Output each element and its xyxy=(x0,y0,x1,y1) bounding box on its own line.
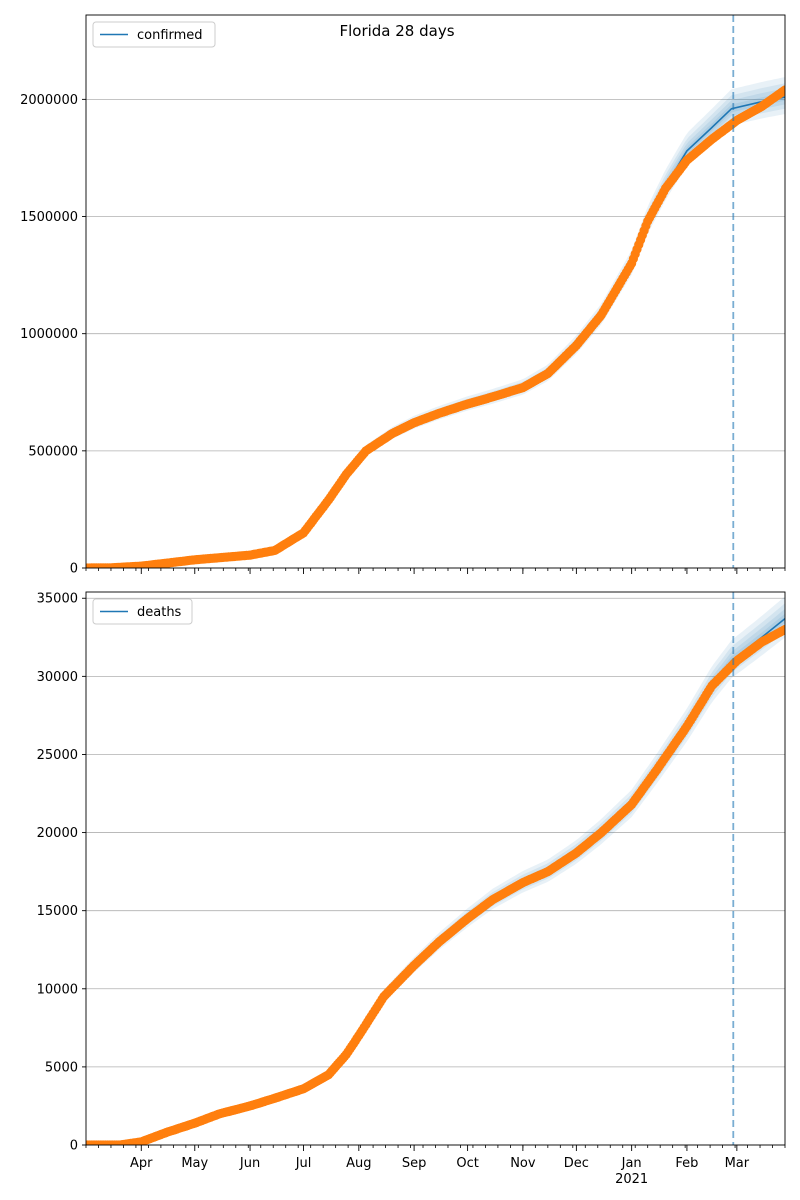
y-tick-label: 1500000 xyxy=(20,210,78,225)
x-tick-label: Aug xyxy=(346,1156,371,1171)
plot-frame xyxy=(85,591,786,1146)
observed-point xyxy=(780,85,785,95)
deaths-panel: 0 5000 10000 15000 20000 25000 30000 35000 death… xyxy=(37,591,786,1187)
uncertainty-band xyxy=(86,608,785,1145)
legend-box xyxy=(92,21,216,48)
x-tick-label: Dec xyxy=(564,1156,589,1171)
x-tick-label: May xyxy=(181,1156,208,1171)
x-year-label: 2021 xyxy=(615,1172,648,1187)
legend: deaths xyxy=(92,598,193,625)
plot-frame xyxy=(85,14,786,569)
legend: confirmed xyxy=(92,21,216,48)
uncertainty-band xyxy=(86,603,785,1145)
x-tick-label: Oct xyxy=(456,1156,478,1171)
x-tick-label: Mar xyxy=(725,1156,750,1171)
y-tick-label: 10000 xyxy=(37,982,78,997)
y-tick-label: 35000 xyxy=(37,592,78,607)
uncertainty-band xyxy=(86,77,785,568)
x-tick-label: Sep xyxy=(402,1156,427,1171)
y-tick-label: 0 xyxy=(70,1139,78,1154)
y-tick-label: 5000 xyxy=(45,1060,78,1075)
x-tick-label: Apr xyxy=(130,1156,153,1171)
y-tick-label: 2000000 xyxy=(20,93,78,108)
x-tick-label: Jun xyxy=(239,1156,260,1171)
chart-title: Florida 28 days xyxy=(339,22,454,40)
y-tick-label: 500000 xyxy=(28,444,78,459)
y-tick-label: 25000 xyxy=(37,748,78,763)
confirmed-panel: 0 500000 1000000 1500000 2000000 confirmed xyxy=(20,14,786,577)
x-tick-label: Nov xyxy=(510,1156,536,1171)
x-tick-label: Jan xyxy=(621,1156,642,1171)
observed-point xyxy=(780,624,785,635)
series-line-deaths xyxy=(86,617,785,1145)
x-tick-label: Jul xyxy=(295,1156,312,1171)
y-tick-label: 1000000 xyxy=(20,327,78,342)
uncertainty-band xyxy=(86,596,785,1145)
legend-label: confirmed xyxy=(137,28,203,43)
x-tick-label: Feb xyxy=(675,1156,698,1171)
y-tick-label: 0 xyxy=(70,562,78,577)
legend-box xyxy=(92,598,193,625)
y-tick-label: 30000 xyxy=(37,670,78,685)
legend-label: deaths xyxy=(137,605,182,620)
y-tick-label: 20000 xyxy=(37,826,78,841)
uncertainty-band xyxy=(86,613,785,1145)
y-tick-label: 15000 xyxy=(37,904,78,919)
